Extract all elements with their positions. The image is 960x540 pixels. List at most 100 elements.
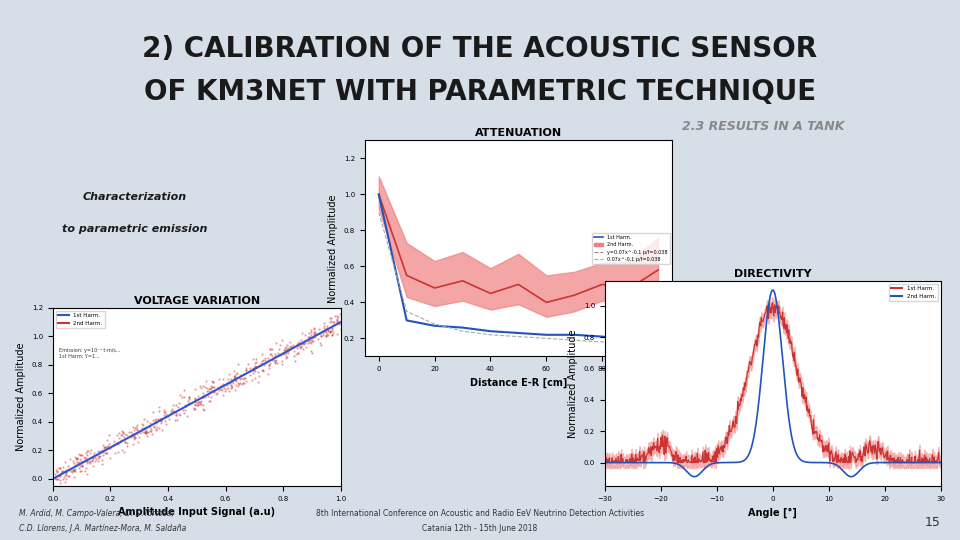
Point — [301, 335, 317, 344]
Point — [123, 428, 138, 436]
Point — [260, 369, 276, 378]
Point — [217, 381, 232, 389]
Point — [137, 428, 153, 437]
Point — [113, 431, 129, 440]
Point — [68, 466, 84, 475]
Point — [64, 468, 80, 477]
Point — [193, 384, 208, 393]
Point — [91, 453, 107, 461]
Point — [285, 341, 300, 349]
Point — [52, 476, 67, 485]
Point — [282, 343, 298, 352]
Point — [69, 458, 84, 467]
Point — [111, 434, 127, 442]
Text: C.D. Llorens, J.A. Martínez-Mora, M. Saldaña: C.D. Llorens, J.A. Martínez-Mora, M. Sal… — [19, 524, 186, 532]
Point — [280, 345, 296, 353]
Point — [54, 469, 69, 477]
Point — [208, 390, 224, 399]
Point — [140, 431, 156, 440]
Point — [227, 367, 242, 376]
Point — [154, 415, 169, 424]
Point — [166, 407, 181, 415]
Point — [126, 432, 141, 441]
Point — [66, 472, 82, 481]
Point — [229, 369, 245, 377]
Point — [319, 322, 334, 330]
Point — [329, 312, 345, 320]
Point — [158, 410, 174, 418]
Point — [324, 331, 340, 340]
Point — [234, 380, 250, 388]
Point — [157, 413, 173, 421]
Point — [276, 350, 292, 359]
Point — [201, 391, 216, 400]
Point — [205, 378, 221, 387]
Point — [306, 325, 322, 333]
Point — [240, 359, 255, 368]
Point — [68, 455, 84, 464]
Point — [326, 318, 342, 326]
Point — [187, 404, 203, 413]
Point — [149, 426, 164, 435]
Point — [49, 466, 64, 475]
Point — [71, 450, 86, 458]
Point — [269, 352, 284, 360]
Point — [130, 437, 145, 446]
Point — [292, 342, 307, 350]
Point — [172, 391, 187, 400]
Point — [160, 412, 176, 421]
Point — [194, 397, 209, 406]
Point — [277, 354, 293, 362]
Point — [237, 374, 252, 382]
Point — [267, 352, 282, 360]
Point — [151, 415, 166, 424]
Title: ATTENUATION: ATTENUATION — [475, 128, 562, 138]
Point — [76, 456, 91, 465]
Point — [135, 428, 151, 437]
Point — [54, 468, 69, 476]
Point — [226, 379, 241, 388]
Point — [206, 387, 222, 395]
Point — [130, 430, 145, 438]
X-axis label: Distance E-R [cm]: Distance E-R [cm] — [469, 377, 567, 388]
Point — [239, 366, 254, 374]
Point — [59, 470, 74, 479]
Point — [84, 457, 100, 465]
Point — [95, 448, 110, 456]
Point — [107, 437, 122, 445]
Point — [279, 340, 295, 349]
Point — [218, 384, 233, 393]
Point — [181, 399, 197, 407]
Point — [296, 340, 311, 348]
Point — [254, 367, 270, 375]
Point — [168, 408, 183, 417]
Point — [47, 474, 62, 483]
Point — [313, 340, 328, 349]
Point — [73, 457, 88, 465]
Point — [271, 349, 286, 358]
Point — [332, 310, 348, 319]
Point — [109, 431, 125, 440]
Point — [87, 453, 103, 462]
Point — [98, 449, 113, 458]
Point — [148, 424, 163, 433]
Point — [95, 446, 110, 454]
Point — [99, 449, 114, 457]
Point — [223, 381, 238, 389]
Point — [177, 401, 192, 410]
Point — [221, 375, 236, 383]
Point — [146, 422, 161, 431]
Point — [211, 386, 227, 394]
Point — [61, 465, 77, 474]
Point — [304, 349, 320, 357]
Point — [223, 378, 238, 387]
Point — [303, 335, 319, 344]
Point — [223, 379, 238, 387]
Point — [69, 461, 84, 470]
Point — [127, 430, 142, 439]
Point — [70, 455, 85, 464]
Point — [306, 328, 322, 337]
Point — [290, 343, 305, 352]
Point — [224, 383, 239, 392]
Point — [210, 383, 226, 391]
